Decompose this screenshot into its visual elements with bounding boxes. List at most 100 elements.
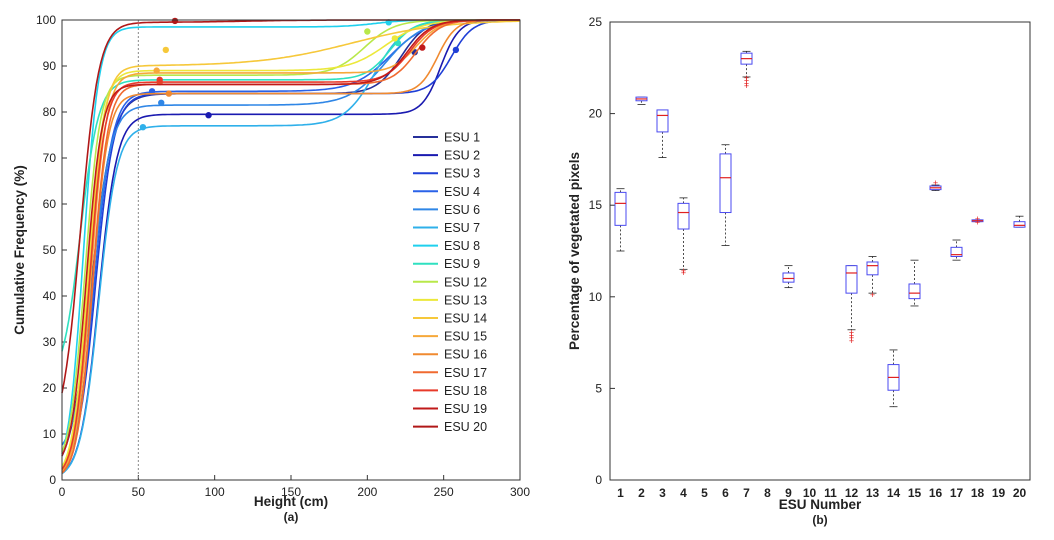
outlier-marker: + bbox=[975, 218, 980, 228]
x-tick-label: 100 bbox=[205, 485, 225, 499]
legend-entry: ESU 1 bbox=[444, 131, 480, 145]
x-tick-label: 3 bbox=[659, 486, 666, 500]
panel-label-b: (b) bbox=[812, 513, 827, 527]
x-tick-label: 8 bbox=[764, 486, 771, 500]
x-tick-label: 15 bbox=[908, 486, 922, 500]
box-iqr bbox=[614, 191, 627, 226]
x-tick-label: 12 bbox=[845, 486, 859, 500]
series-line-esu-13 bbox=[61, 19, 520, 468]
outlier-marker: + bbox=[681, 268, 686, 278]
axes-frame-a bbox=[61, 19, 521, 481]
y-tick-label: 20 bbox=[43, 381, 57, 395]
outlier-marker: + bbox=[849, 336, 854, 346]
panel-label-a: (a) bbox=[284, 510, 299, 524]
series-marker-esu-6 bbox=[158, 99, 165, 107]
box-esu-7: ++++ bbox=[740, 50, 753, 91]
legend-entry: ESU 15 bbox=[444, 330, 487, 344]
box-esu-14 bbox=[887, 349, 900, 408]
series-marker-esu-3 bbox=[452, 46, 460, 54]
y-axis-label: Percentage of vegetated pixels bbox=[567, 152, 582, 350]
legend-entry: ESU 7 bbox=[444, 221, 480, 235]
outlier-marker: + bbox=[681, 266, 686, 276]
y-tick-label: 80 bbox=[43, 105, 57, 119]
series-marker-esu-12 bbox=[364, 28, 371, 35]
x-tick-label: 300 bbox=[510, 485, 530, 499]
x-tick-label: 18 bbox=[971, 486, 985, 500]
plot-area-b bbox=[610, 22, 1030, 480]
legend-entry: ESU 17 bbox=[444, 366, 487, 380]
legend-entry: ESU 18 bbox=[444, 384, 487, 398]
y-axis-label: Cumulative Frequency (%) bbox=[12, 165, 27, 335]
outlier-marker: + bbox=[744, 76, 749, 86]
legend: ESU 1 ESU 2 ESU 3 ESU 4 ESU 6 ESU 7 ESU 8 ESU 9… bbox=[413, 131, 487, 434]
x-tick-label: 0 bbox=[59, 485, 66, 499]
legend-entry: ESU 2 bbox=[444, 149, 480, 163]
series-marker-esu-20 bbox=[171, 17, 179, 25]
outlier-marker: + bbox=[744, 73, 749, 83]
series-marker-esu-16 bbox=[165, 90, 173, 97]
box-esu-15 bbox=[908, 259, 921, 307]
x-axis-label: Height (cm) bbox=[254, 494, 328, 509]
legend-entry: ESU 3 bbox=[444, 167, 480, 181]
outlier-marker: + bbox=[933, 178, 938, 188]
y-tick-label: 25 bbox=[589, 15, 603, 29]
box-esu-9 bbox=[782, 265, 795, 289]
box-esu-1 bbox=[614, 188, 627, 252]
x-tick-label: 10 bbox=[803, 486, 817, 500]
y-tick-label: 10 bbox=[589, 290, 603, 304]
legend-entry: ESU 13 bbox=[444, 293, 487, 307]
x-tick-label: 6 bbox=[722, 486, 729, 500]
box-iqr bbox=[908, 283, 921, 300]
x-tick-label: 17 bbox=[950, 486, 964, 500]
y-tick-label: 30 bbox=[43, 335, 57, 349]
x-tick-label: 4 bbox=[680, 486, 687, 500]
series-marker-esu-15 bbox=[153, 67, 160, 74]
y-tick-label: 40 bbox=[43, 289, 57, 303]
box-iqr bbox=[677, 202, 690, 230]
series-marker-esu-13 bbox=[391, 35, 399, 42]
box-esu-4: ++ bbox=[677, 197, 690, 278]
outlier-marker: + bbox=[849, 333, 854, 343]
series-marker-esu-14 bbox=[162, 46, 170, 54]
box-esu-20 bbox=[1013, 215, 1026, 228]
legend-entry: ESU 4 bbox=[444, 185, 480, 199]
x-tick-label: 200 bbox=[357, 485, 377, 499]
box-esu-2 bbox=[635, 96, 648, 105]
legend-entry: ESU 6 bbox=[444, 203, 480, 217]
y-tick-label: 0 bbox=[49, 473, 56, 487]
box-esu-12: ++++ bbox=[845, 265, 858, 346]
box-iqr bbox=[866, 261, 879, 276]
y-tick-label: 15 bbox=[589, 198, 603, 212]
box-iqr bbox=[782, 272, 795, 283]
box-esu-6 bbox=[719, 144, 732, 246]
x-tick-label: 16 bbox=[929, 486, 943, 500]
x-tick-label: 7 bbox=[743, 486, 750, 500]
box-iqr bbox=[1013, 221, 1026, 228]
series-marker-esu-2 bbox=[205, 112, 212, 119]
box-iqr bbox=[656, 109, 669, 133]
y-tick-label: 90 bbox=[43, 59, 57, 73]
series-line-esu-2 bbox=[61, 19, 520, 475]
legend-entry: ESU 19 bbox=[444, 402, 487, 416]
x-tick-label: 14 bbox=[887, 486, 901, 500]
outlier-marker: + bbox=[849, 330, 854, 340]
outlier-marker: + bbox=[744, 81, 749, 91]
box-esu-16: + bbox=[929, 178, 942, 191]
y-tick-label: 70 bbox=[43, 151, 57, 165]
box-esu-3 bbox=[656, 109, 669, 158]
box-iqr bbox=[950, 246, 963, 257]
series-marker-esu-7 bbox=[139, 123, 147, 131]
y-tick-label: 100 bbox=[36, 13, 56, 27]
box-iqr bbox=[719, 153, 732, 214]
outlier-marker: + bbox=[870, 290, 875, 300]
outlier-marker: + bbox=[975, 214, 980, 224]
x-axis-label: ESU Number bbox=[779, 497, 862, 512]
series-marker-esu-18 bbox=[156, 76, 163, 84]
y-tick-label: 5 bbox=[595, 381, 602, 395]
x-tick-label: 5 bbox=[701, 486, 708, 500]
legend-entry: ESU 9 bbox=[444, 257, 480, 271]
series-line-esu-16 bbox=[61, 19, 520, 474]
legend-entry: ESU 8 bbox=[444, 239, 480, 253]
x-tick-label: 1 bbox=[617, 486, 624, 500]
legend-entry: ESU 16 bbox=[444, 348, 487, 362]
